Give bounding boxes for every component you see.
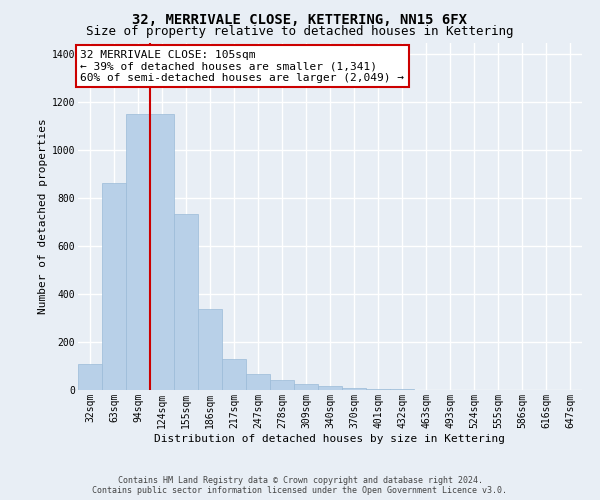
Bar (198, 308, 222, 390)
Y-axis label: Number of detached properties: Number of detached properties (38, 118, 47, 314)
Bar (222, 359, 246, 390)
Bar (294, 384, 318, 390)
X-axis label: Distribution of detached houses by size in Kettering: Distribution of detached houses by size … (155, 434, 505, 444)
Text: 32, MERRIVALE CLOSE, KETTERING, NN15 6FX: 32, MERRIVALE CLOSE, KETTERING, NN15 6FX (133, 12, 467, 26)
Bar (342, 388, 366, 390)
Text: Size of property relative to detached houses in Kettering: Size of property relative to detached ho… (86, 25, 514, 38)
Bar (126, 114, 150, 390)
Text: Contains HM Land Registry data © Crown copyright and database right 2024.
Contai: Contains HM Land Registry data © Crown c… (92, 476, 508, 495)
Bar (318, 386, 342, 390)
Bar (270, 380, 294, 390)
Bar (102, 182, 126, 390)
Bar (246, 374, 270, 390)
Bar (366, 389, 390, 390)
Text: 32 MERRIVALE CLOSE: 105sqm
← 39% of detached houses are smaller (1,341)
60% of s: 32 MERRIVALE CLOSE: 105sqm ← 39% of deta… (80, 50, 404, 83)
Bar (150, 114, 174, 390)
Bar (78, 364, 102, 390)
Bar (174, 214, 198, 390)
